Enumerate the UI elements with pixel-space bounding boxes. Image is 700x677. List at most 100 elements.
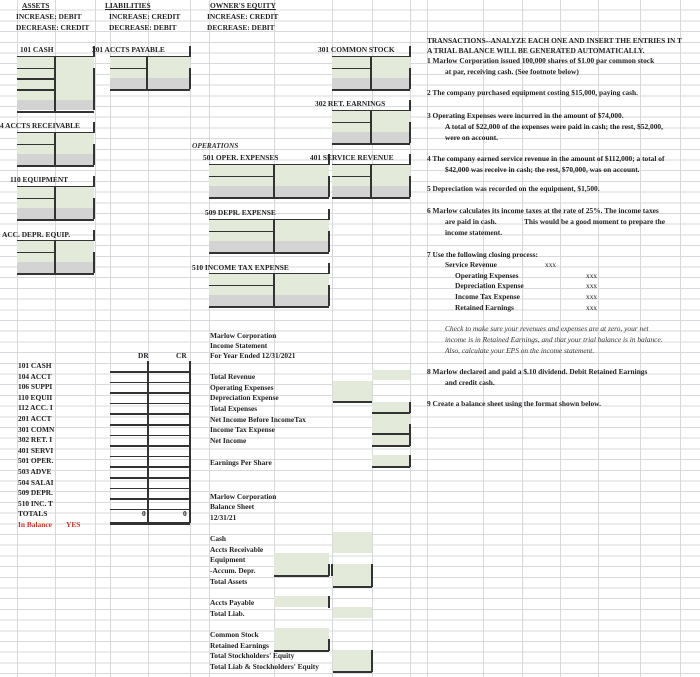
t-account-right-border xyxy=(328,284,330,307)
trial-balance-cr-cell[interactable] xyxy=(148,467,190,476)
transaction-text: 5 Depreciation was recorded on the equip… xyxy=(427,184,600,193)
t-account-credit-cells-income-tax-expense[interactable] xyxy=(274,274,329,296)
bs-net-equipment-cells[interactable] xyxy=(333,564,372,586)
trial-balance-cr-cell[interactable] xyxy=(148,414,190,423)
t-account-header-border xyxy=(328,263,330,274)
trial-balance-dr-cell[interactable] xyxy=(110,457,148,466)
trial-balance-dr-cell[interactable] xyxy=(110,446,148,455)
trial-balance-right-border xyxy=(189,361,191,523)
trial-balance-cr-cell[interactable] xyxy=(148,478,190,487)
t-account-balance-oper-expenses[interactable] xyxy=(209,186,329,198)
t-account-balance-depr-expense[interactable] xyxy=(209,241,329,253)
closing-entry-value: xxx xyxy=(586,302,598,312)
header-assets-decrease: DECREASE: CREDIT xyxy=(16,23,90,32)
closing-entry-label: Service Revenue xyxy=(445,260,497,269)
income-statement-line: Net Income Before IncomeTax xyxy=(210,415,306,424)
trial-balance-cr-cell[interactable] xyxy=(148,425,190,434)
header-liabilities-increase: INCREASE: CREDIT xyxy=(109,12,181,21)
total-revenue-cell[interactable] xyxy=(372,370,410,380)
eps-cell[interactable] xyxy=(372,455,410,466)
cell-underline xyxy=(372,466,410,468)
trial-balance-cr-cell[interactable] xyxy=(148,383,190,392)
t-account-credit-cells-cash[interactable] xyxy=(55,57,94,100)
trial-balance-cr-cell[interactable] xyxy=(148,372,190,381)
expenses-cells[interactable] xyxy=(333,381,372,402)
trial-balance-dr-cell[interactable] xyxy=(110,425,148,434)
gridline xyxy=(148,0,149,677)
t-account-right-border xyxy=(189,67,191,90)
check-note: Check to make sure your revenues and exp… xyxy=(445,324,649,333)
t-account-credit-cells-equipment[interactable] xyxy=(55,187,94,209)
bs-equity-totals-cells[interactable] xyxy=(333,650,372,672)
trial-balance-dr-cell[interactable] xyxy=(110,489,148,498)
trial-balance-dr-cell[interactable] xyxy=(110,393,148,402)
t-account-balance-income-tax-expense[interactable] xyxy=(209,295,329,307)
trial-balance-cr-cell[interactable] xyxy=(148,499,190,508)
t-account-top-line xyxy=(332,110,410,112)
t-account-credit-cells-accts-payable[interactable] xyxy=(147,57,190,79)
header-assets-increase: INCREASE: DEBIT xyxy=(16,12,82,21)
t-account-balance-equipment[interactable] xyxy=(17,208,94,220)
t-account-balance-accts-receivable[interactable] xyxy=(17,154,94,166)
t-account-bottom-line xyxy=(209,306,329,309)
trial-balance-dr-cell[interactable] xyxy=(110,372,148,381)
trial-balance-cr-cell[interactable] xyxy=(148,404,190,413)
trial-balance-row-line xyxy=(110,371,190,373)
t-account-credit-cells-accts-receivable[interactable] xyxy=(55,133,94,155)
bs-current-assets-cells[interactable] xyxy=(333,532,372,553)
transaction-text: and credit cash. xyxy=(445,378,495,387)
income-statement-period: For Year Ended 12/31/2021 xyxy=(210,351,296,360)
t-account-credit-cells-depr-expense[interactable] xyxy=(274,220,329,242)
t-account-divider xyxy=(273,274,275,308)
bs-ap-cell[interactable] xyxy=(274,596,329,607)
cell-underline xyxy=(274,575,329,577)
t-account-balance-accts-payable[interactable] xyxy=(110,78,190,90)
gridline xyxy=(640,0,641,677)
cell-border xyxy=(328,564,330,576)
trial-balance-cr-cell[interactable] xyxy=(148,457,190,466)
trial-balance-cr-cell[interactable] xyxy=(148,436,190,445)
trial-balance-dr-cell[interactable] xyxy=(110,436,148,445)
cell-underline xyxy=(372,433,410,435)
cell-underline xyxy=(333,586,372,588)
trial-balance-cr-cell[interactable] xyxy=(148,393,190,402)
t-account-header-border xyxy=(409,100,411,111)
closing-entry-label: Depreciation Expense xyxy=(455,281,524,291)
trial-balance-dr-cell[interactable] xyxy=(110,383,148,392)
bs-total-liab-cell[interactable] xyxy=(333,607,372,618)
t-account-title-equipment: 110 EQUIPMENT xyxy=(10,175,69,184)
t-account-balance-acc-depr-equip[interactable] xyxy=(17,262,94,274)
gridline xyxy=(598,0,599,677)
bs-equity-cells[interactable] xyxy=(274,628,329,650)
t-account-row-line xyxy=(110,67,147,70)
trial-balance-cr-cell[interactable] xyxy=(148,446,190,455)
transaction-text: 1 Marlow Corporation issued 100,000 shar… xyxy=(427,56,655,65)
gridline xyxy=(110,0,111,677)
gridline xyxy=(522,0,523,677)
trial-balance-row-line xyxy=(110,477,190,479)
trial-balance-row-line xyxy=(110,508,190,511)
t-account-credit-cells-common-stock[interactable] xyxy=(371,57,410,79)
trial-balance-dr-cell[interactable] xyxy=(110,499,148,508)
t-account-bottom-line xyxy=(209,197,329,200)
t-account-bottom-line xyxy=(17,273,94,276)
t-account-row-line xyxy=(17,197,55,200)
t-account-credit-cells-ret-earnings[interactable] xyxy=(371,111,410,133)
t-account-credit-cells-acc-depr-equip[interactable] xyxy=(55,241,94,263)
trial-balance-dr-cell[interactable] xyxy=(110,404,148,413)
t-account-divider xyxy=(273,220,275,254)
t-account-credit-cells-service-revenue[interactable] xyxy=(371,165,410,187)
t-account-balance-cash[interactable] xyxy=(17,99,94,111)
t-account-credit-cells-oper-expenses[interactable] xyxy=(274,165,329,187)
bs-equipment-cells[interactable] xyxy=(274,553,329,575)
trial-balance-dr-cell[interactable] xyxy=(110,467,148,476)
trial-balance-cr-cell[interactable] xyxy=(148,489,190,498)
trial-balance-row-line xyxy=(110,455,190,458)
income-totals-cells[interactable] xyxy=(372,402,410,446)
gridline xyxy=(55,0,56,677)
header-equity-decrease: DECREASE: DEBIT xyxy=(207,23,275,32)
trial-balance-dr-cell[interactable] xyxy=(110,478,148,487)
trial-balance-dr-cell[interactable] xyxy=(110,414,148,423)
t-account-row-line xyxy=(332,121,371,124)
